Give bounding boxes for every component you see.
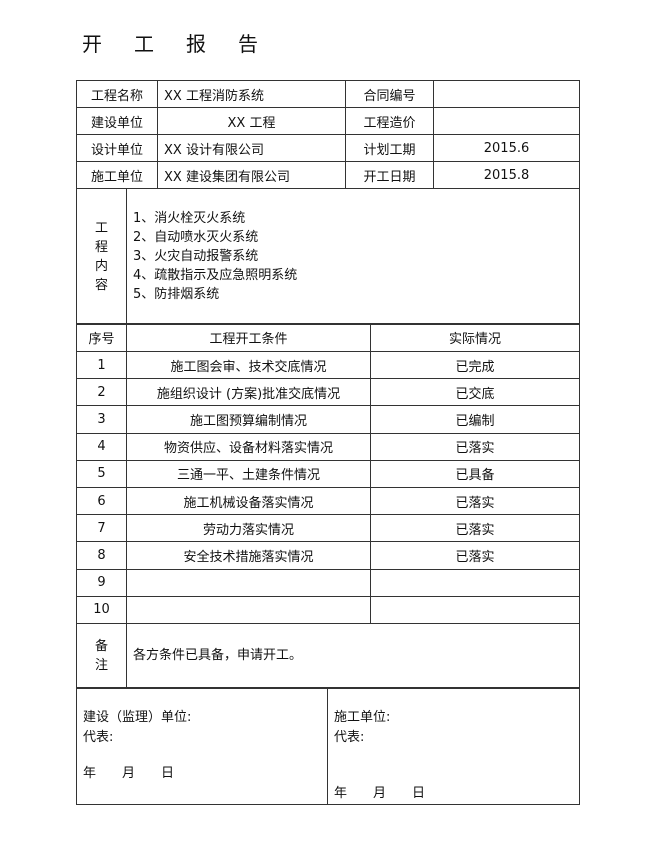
condition-row: 2 施组织设计 (方案)批准交底情况 已交底 xyxy=(76,378,580,407)
info-table: 工程名称 XX 工程消防系统 合同编号 建设单位 XX 工程 工程造价 设计单位… xyxy=(76,80,580,189)
row-index: 5 xyxy=(76,459,127,488)
notes-text: 各方条件已具备，申请开工。 xyxy=(126,623,580,689)
notes-label-cell: 备注 xyxy=(76,623,127,689)
row-condition: 施组织设计 (方案)批准交底情况 xyxy=(126,378,371,407)
row-condition: 三通一平、土建条件情况 xyxy=(126,459,371,488)
row-condition: 劳动力落实情况 xyxy=(126,514,371,543)
info-label: 建设单位 xyxy=(76,107,158,135)
row-index: 7 xyxy=(76,514,127,543)
header-condition: 工程开工条件 xyxy=(126,323,371,352)
signature-owner: 建设（监理）单位: 代表: 年 月 日 xyxy=(76,687,328,805)
info-row: 设计单位 XX 设计有限公司 计划工期 2015.6 xyxy=(76,134,580,162)
info-value-2: 2015.6 xyxy=(433,134,580,162)
info-label-2: 计划工期 xyxy=(345,134,434,162)
info-label: 设计单位 xyxy=(76,134,158,162)
page-title: 开工报告 xyxy=(82,32,290,56)
contractor-rep-label: 代表: xyxy=(334,730,365,745)
info-label-2: 工程造价 xyxy=(345,107,434,135)
row-condition: 安全技术措施落实情况 xyxy=(126,541,371,570)
condition-row: 9 xyxy=(76,568,580,597)
condition-row: 6 施工机械设备落实情况 已落实 xyxy=(76,486,580,516)
contractor-unit-label: 施工单位: xyxy=(334,710,391,725)
row-condition xyxy=(126,568,371,597)
row-condition: 施工机械设备落实情况 xyxy=(126,486,371,516)
header-index: 序号 xyxy=(76,323,127,352)
row-status: 已编制 xyxy=(370,405,580,434)
row-index: 4 xyxy=(76,432,127,461)
content-list: 1、消火栓灭火系统 2、自动喷水灭火系统 3、火灾自动报警系统 4、疏散指示及应急照明… xyxy=(126,188,580,325)
content-item: 3、火灾自动报警系统 xyxy=(133,249,259,264)
row-status: 已具备 xyxy=(370,459,580,488)
signature-table: 建设（监理）单位: 代表: 年 月 日 施工单位: 代表: 年 月 日 xyxy=(76,687,580,805)
info-label-2: 合同编号 xyxy=(345,80,434,108)
notes-table: 备注 各方条件已具备，申请开工。 xyxy=(76,623,580,689)
info-value-2 xyxy=(433,80,580,108)
row-condition xyxy=(126,595,371,624)
info-value-2 xyxy=(433,107,580,135)
row-status: 已落实 xyxy=(370,541,580,570)
signature-contractor: 施工单位: 代表: 年 月 日 xyxy=(327,687,580,805)
content-label-cell: 工程内容 xyxy=(76,188,127,325)
condition-row: 1 施工图会审、技术交底情况 已完成 xyxy=(76,350,580,380)
row-status: 已完成 xyxy=(370,350,580,380)
info-value-2: 2015.8 xyxy=(433,161,580,189)
condition-row: 5 三通一平、土建条件情况 已具备 xyxy=(76,459,580,488)
condition-row: 7 劳动力落实情况 已落实 xyxy=(76,514,580,543)
info-value: XX 建设集团有限公司 xyxy=(157,161,346,189)
info-label-2: 开工日期 xyxy=(345,161,434,189)
info-row: 建设单位 XX 工程 工程造价 xyxy=(76,107,580,135)
row-index: 10 xyxy=(76,595,127,624)
condition-row: 10 xyxy=(76,595,580,624)
row-index: 9 xyxy=(76,568,127,597)
row-index: 6 xyxy=(76,486,127,516)
row-status: 已交底 xyxy=(370,378,580,407)
row-condition: 施工图会审、技术交底情况 xyxy=(126,350,371,380)
owner-unit-label: 建设（监理）单位: xyxy=(83,710,192,725)
condition-row: 4 物资供应、设备材料落实情况 已落实 xyxy=(76,432,580,461)
content-table: 工程内容 1、消火栓灭火系统 2、自动喷水灭火系统 3、火灾自动报警系统 4、疏散指示… xyxy=(76,188,580,325)
conditions-header-row: 序号 工程开工条件 实际情况 xyxy=(76,323,580,352)
info-value: XX 设计有限公司 xyxy=(157,134,346,162)
info-label: 工程名称 xyxy=(76,80,158,108)
content-item: 4、疏散指示及应急照明系统 xyxy=(133,268,298,283)
row-status: 已落实 xyxy=(370,486,580,516)
row-index: 3 xyxy=(76,405,127,434)
contractor-date-label: 年 月 日 xyxy=(334,786,426,801)
owner-date-label: 年 月 日 xyxy=(83,766,175,781)
info-row: 施工单位 XX 建设集团有限公司 开工日期 2015.8 xyxy=(76,161,580,189)
content-item: 5、防排烟系统 xyxy=(133,287,220,302)
row-status: 已落实 xyxy=(370,514,580,543)
info-row: 工程名称 XX 工程消防系统 合同编号 xyxy=(76,80,580,108)
row-status: 已落实 xyxy=(370,432,580,461)
row-index: 1 xyxy=(76,350,127,380)
row-index: 2 xyxy=(76,378,127,407)
header-status: 实际情况 xyxy=(370,323,580,352)
conditions-table: 序号 工程开工条件 实际情况 1 施工图会审、技术交底情况 已完成 2 施组织设计 … xyxy=(76,323,580,624)
notes-label: 备注 xyxy=(94,639,108,673)
content-label: 工程内容 xyxy=(94,220,108,293)
row-condition: 物资供应、设备材料落实情况 xyxy=(126,432,371,461)
condition-row: 8 安全技术措施落实情况 已落实 xyxy=(76,541,580,570)
content-item: 2、自动喷水灭火系统 xyxy=(133,230,259,245)
info-label: 施工单位 xyxy=(76,161,158,189)
info-value: XX 工程 xyxy=(157,107,346,135)
info-value: XX 工程消防系统 xyxy=(157,80,346,108)
row-status xyxy=(370,568,580,597)
owner-rep-label: 代表: xyxy=(83,730,114,745)
condition-row: 3 施工图预算编制情况 已编制 xyxy=(76,405,580,434)
row-status xyxy=(370,595,580,624)
row-index: 8 xyxy=(76,541,127,570)
row-condition: 施工图预算编制情况 xyxy=(126,405,371,434)
content-item: 1、消火栓灭火系统 xyxy=(133,211,246,226)
